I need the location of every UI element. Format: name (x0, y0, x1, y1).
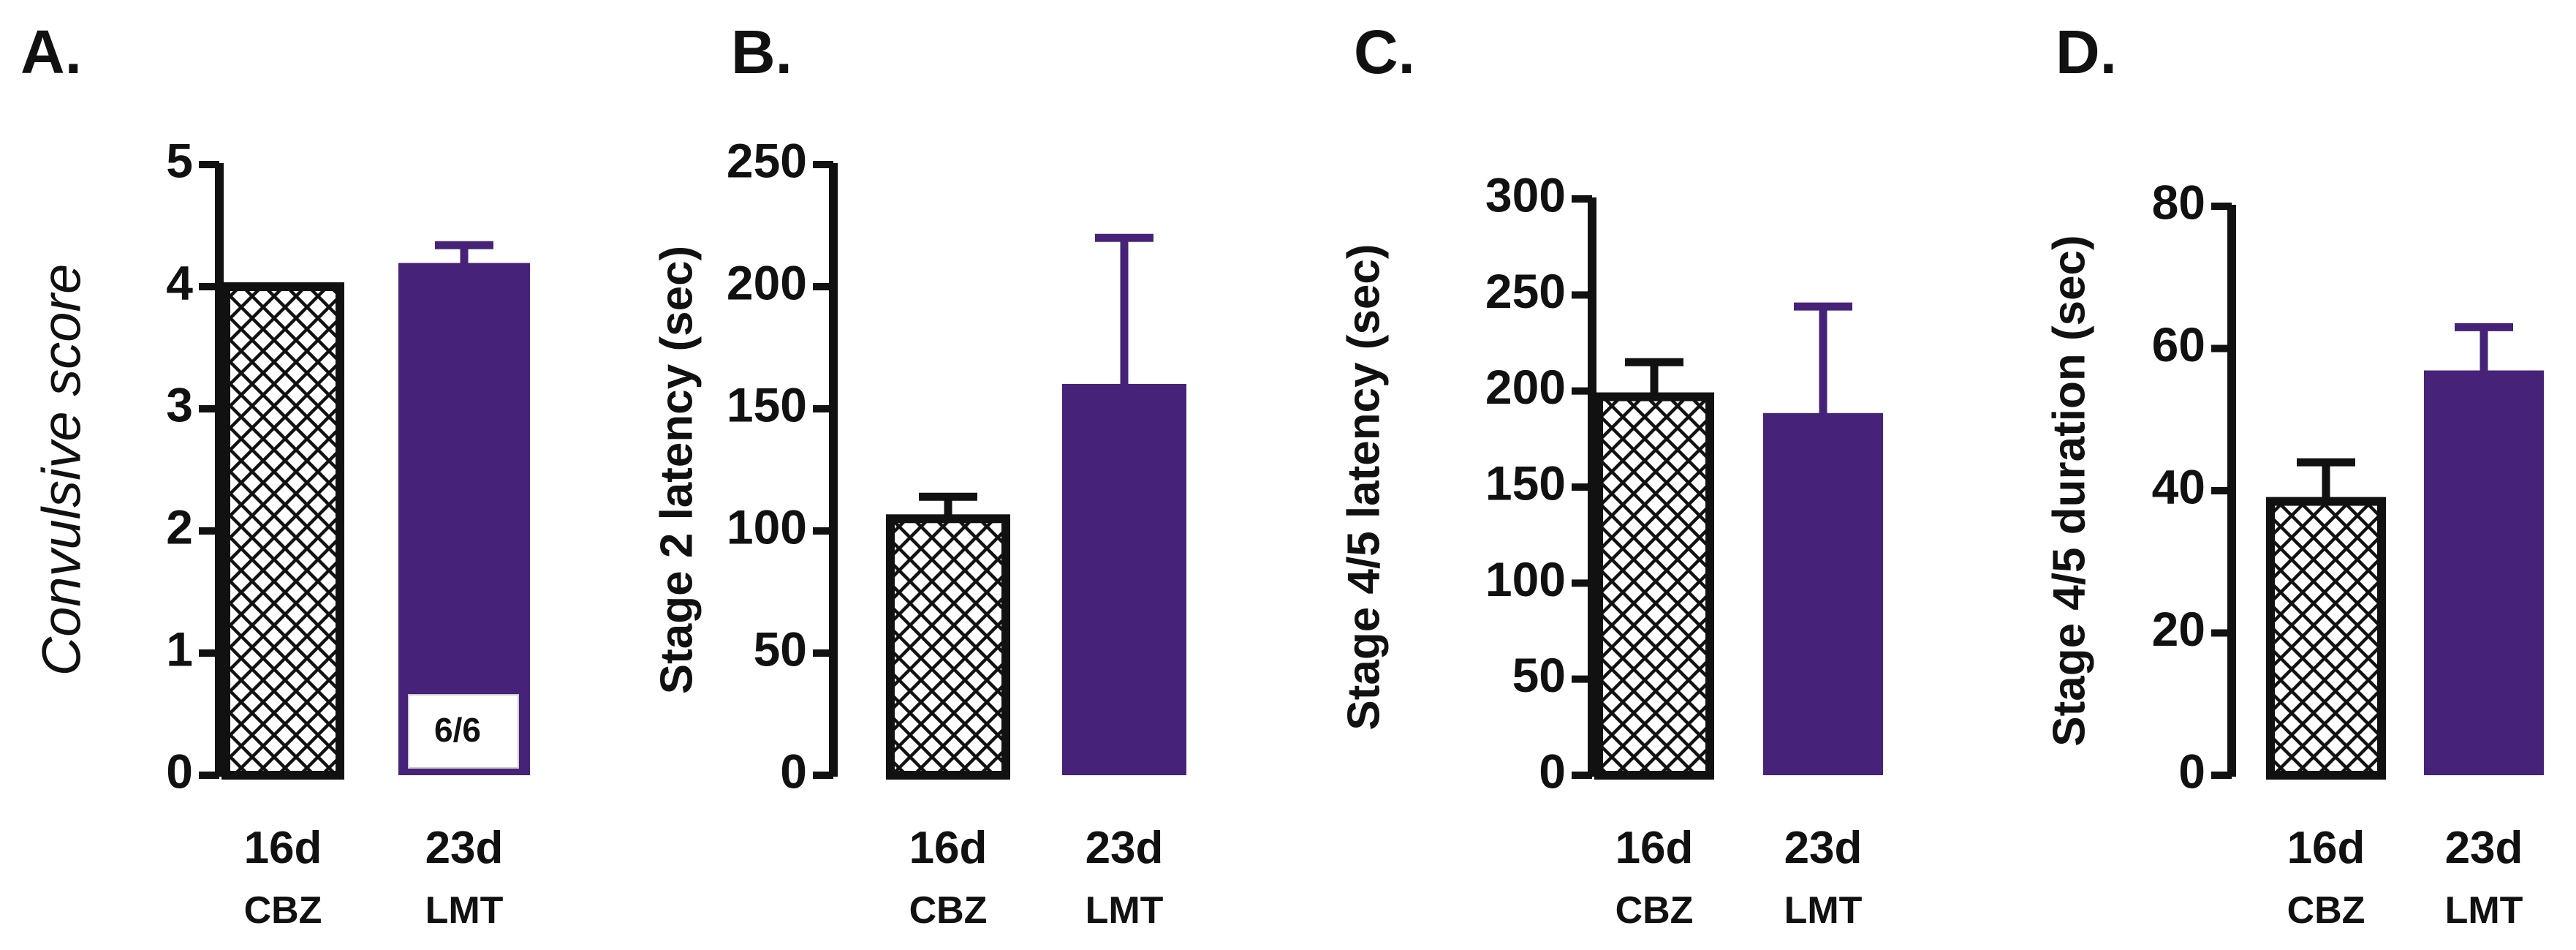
y-axis-label: Stage 2 latency (sec) (651, 246, 702, 694)
category-sublabel: CBZ (2287, 889, 2365, 932)
y-tick-label: 2 (166, 499, 193, 554)
y-tick-label: 200 (1485, 360, 1566, 414)
y-tick-label: 50 (754, 622, 807, 676)
category-sublabel: LMT (2445, 889, 2523, 932)
panel-letter: C. (1354, 18, 1415, 86)
category-label: 23d (1086, 823, 1164, 873)
y-axis-label: Stage 4/5 latency (sec) (1338, 244, 1389, 730)
bar-23d-lmt (1062, 383, 1186, 775)
y-tick-label: 0 (2178, 744, 2205, 798)
bar-16d-cbz (221, 282, 344, 780)
category-label: 16d (2287, 823, 2365, 873)
y-tick-label: 100 (727, 499, 807, 554)
chart-panel-d: D. Stage 4/5 duration (sec) 0 20 40 60 80 16d CB… (2044, 18, 2544, 932)
y-tick-label: 50 (1512, 648, 1566, 702)
y-axis-label: Stage 4/5 duration (sec) (2044, 235, 2094, 746)
y-tick-label: 4 (166, 255, 193, 309)
category-sublabel: CBZ (244, 889, 322, 932)
y-tick-label: 3 (166, 377, 193, 431)
bar-16d-cbz (2266, 497, 2386, 780)
bar-23d-lmt (2424, 370, 2544, 776)
y-tick-label: 60 (2152, 317, 2205, 372)
category-label: 16d (909, 823, 988, 873)
category-label: 23d (1784, 823, 1863, 873)
y-tick-label: 40 (2152, 459, 2205, 513)
y-tick-label: 20 (2152, 602, 2205, 656)
y-tick-label: 250 (1485, 264, 1566, 318)
chart-panel-c: C. Stage 4/5 latency (sec) 0 50 100 150 200 250… (1338, 18, 1883, 932)
category-label: 23d (425, 823, 504, 873)
y-tick-label: 250 (727, 133, 807, 187)
category-sublabel: CBZ (909, 889, 988, 932)
bar-annotation-label: 6/6 (434, 711, 481, 749)
category-label: 23d (2445, 823, 2523, 873)
panel-letter: B. (731, 18, 792, 86)
y-tick-label: 200 (727, 255, 807, 309)
bar-annotation-box (408, 694, 519, 769)
y-tick-label: 1 (166, 622, 193, 676)
category-sublabel: CBZ (1615, 889, 1694, 932)
category-sublabel: LMT (1086, 889, 1164, 932)
y-tick-label: 300 (1485, 167, 1566, 222)
bar-16d-cbz (886, 514, 1010, 780)
bar-23d-lmt (1763, 412, 1883, 775)
y-tick-label: 0 (166, 744, 193, 798)
panel-letter: D. (2056, 18, 2117, 86)
y-tick-label: 150 (727, 377, 807, 431)
y-tick-label: 150 (1485, 456, 1566, 510)
category-sublabel: LMT (425, 889, 504, 932)
category-sublabel: LMT (1784, 889, 1863, 932)
bar-16d-cbz (1594, 392, 1714, 780)
category-label: 16d (244, 823, 322, 873)
bar-23d-lmt (398, 263, 530, 775)
chart-panel-a: A. Convulsive score 0 1 2 3 4 5 16d CBZ 23d LMT 6/6 (20, 18, 530, 932)
y-axis-label: Convulsive score (31, 264, 92, 676)
y-tick-label: 0 (1539, 744, 1566, 798)
y-tick-label: 5 (166, 133, 193, 187)
category-label: 16d (1615, 823, 1694, 873)
y-tick-label: 80 (2152, 175, 2205, 229)
y-tick-label: 100 (1485, 552, 1566, 606)
panel-letter: A. (20, 18, 82, 86)
chart-panel-b: B. Stage 2 latency (sec) 0 50 100 150 200 250 16… (651, 18, 1186, 932)
y-tick-label: 0 (780, 744, 807, 798)
